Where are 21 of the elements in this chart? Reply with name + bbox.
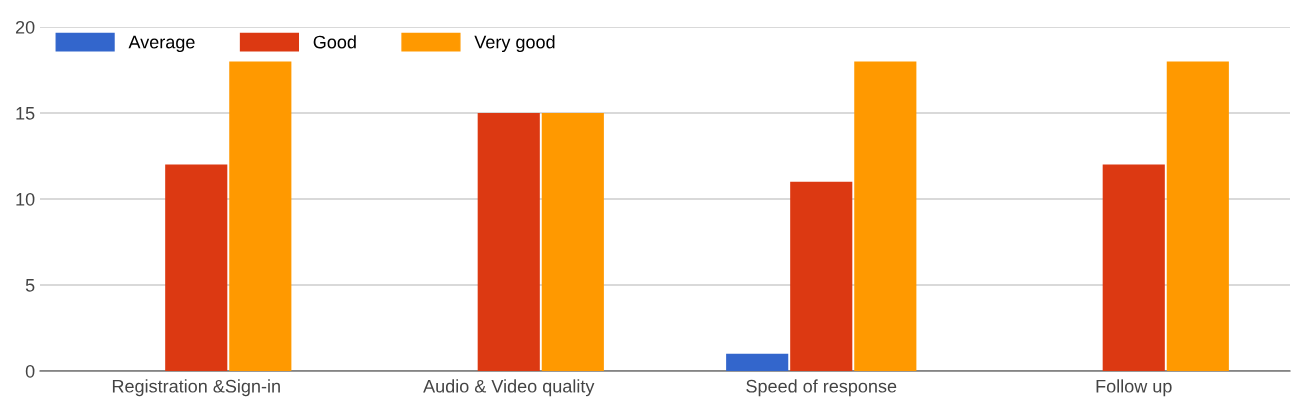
legend-label: Very good — [474, 35, 555, 53]
bar — [229, 61, 292, 371]
y-tick-label: 0 — [25, 364, 35, 378]
bar — [477, 113, 540, 371]
y-tick-label: 5 — [25, 279, 35, 292]
y-tick-label: 10 — [16, 192, 35, 206]
bar — [165, 164, 228, 371]
legend-label: Average — [128, 35, 195, 53]
y-tick-label: 20 — [15, 20, 35, 34]
bar — [541, 113, 604, 371]
legend-label: Good — [313, 35, 356, 49]
bar — [1166, 61, 1229, 371]
bar — [790, 181, 853, 371]
bar — [1102, 164, 1165, 371]
x-tick-label: Speed of response — [746, 379, 897, 397]
bar — [726, 353, 789, 371]
x-tick-label: Registration &Sign-in — [112, 379, 280, 397]
x-tick-label: Follow up — [1096, 379, 1172, 397]
bar — [854, 61, 917, 371]
x-tick-label: Audio & Video quality — [423, 379, 595, 397]
y-tick-label: 15 — [16, 107, 35, 120]
